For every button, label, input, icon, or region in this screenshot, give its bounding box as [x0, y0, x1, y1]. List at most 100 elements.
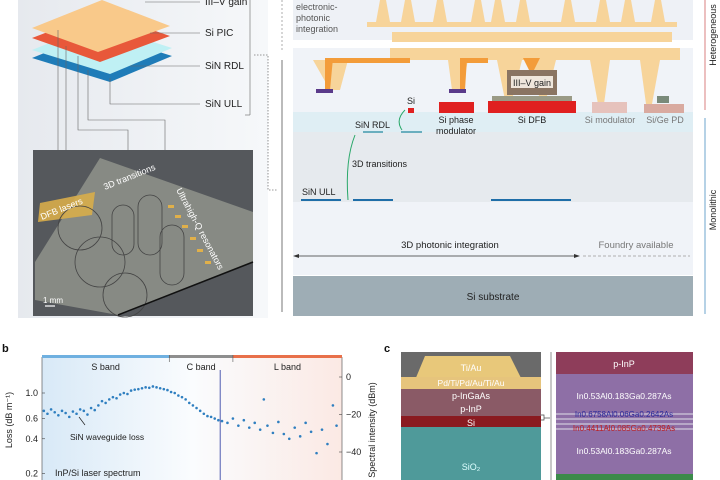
si-modulator: [592, 102, 627, 113]
data-point: [195, 406, 198, 410]
data-point: [158, 386, 162, 390]
data-point: [133, 388, 137, 391]
metal-interconnects: [313, 0, 680, 104]
data-point: [326, 442, 329, 446]
monolithic-label: Monolithic: [708, 189, 718, 230]
p-inp-label: p-InP: [460, 404, 482, 414]
y-right-tick-label: −20: [346, 410, 361, 420]
layer-gain: [32, 0, 170, 52]
panel-c: c Ti/Au Pd/Ti/Pd/Au/Ti/Au p-InGaAs p-InP…: [384, 343, 693, 480]
data-point: [213, 417, 217, 420]
data-point: [122, 391, 126, 395]
p-inp-layer: [401, 389, 541, 416]
data-point: [226, 421, 229, 425]
data-point: [331, 404, 335, 407]
data-point: [242, 418, 246, 422]
si-dfb: [488, 101, 576, 113]
band-label: C band: [187, 362, 216, 372]
data-point: [247, 426, 251, 429]
si-substrate: [293, 276, 693, 316]
data-point: [191, 404, 195, 407]
y-tick-label: 0.2: [25, 468, 38, 478]
data-point: [271, 431, 275, 435]
sin-ull-label: SiN ULL: [302, 187, 336, 197]
barrier-top-label: In0.53Al0.183Ga0.287As: [577, 391, 672, 401]
contact-pad: [449, 89, 466, 93]
data-point: [97, 404, 100, 407]
data-point: [309, 430, 313, 434]
y-axis-right-label: Spectral intensity (dBm): [367, 382, 377, 478]
zoom-bracket: [541, 414, 545, 421]
data-point: [126, 392, 129, 396]
si-label-c: Si: [467, 418, 475, 428]
data-point: [180, 395, 184, 399]
band-label: L band: [274, 362, 301, 372]
layer-label-sin-rdl: SiN RDL: [205, 61, 244, 72]
data-point: [67, 415, 71, 419]
data-point: [177, 394, 180, 397]
p-ingaas-label: p-InGaAs: [452, 391, 491, 401]
si-substrate-label: Si substrate: [467, 292, 520, 303]
quantum-well-lines: [556, 413, 693, 430]
data-point: [42, 409, 46, 413]
data-point: [64, 411, 67, 415]
arrowhead-icon: [293, 254, 299, 258]
band-label: S band: [91, 362, 120, 372]
data-point: [53, 410, 57, 414]
heterogeneous-label: Heterogeneous: [708, 4, 718, 66]
contact-pad: [316, 89, 333, 93]
p-inp-layer-zoom: [556, 352, 693, 374]
y-axis-label: Loss (dB m⁻¹): [4, 392, 14, 448]
data-point: [107, 398, 111, 401]
data-point: [155, 386, 158, 389]
data-point: [140, 386, 144, 390]
iii-v-gain-label: III–V gain: [513, 78, 551, 88]
laser-annotation: InP/Si laser spectrum: [55, 468, 141, 478]
data-point: [86, 413, 89, 416]
data-point: [304, 421, 307, 425]
epi-label-line2: photonic: [296, 13, 331, 23]
panel-c-label: c: [384, 343, 390, 355]
si-modulator-label: Si modulator: [585, 115, 636, 125]
band-bar: [42, 355, 170, 358]
annotation-arrow: [78, 416, 86, 426]
arrowhead-icon: [574, 254, 580, 258]
loss-annotation: SiN waveguide loss: [70, 432, 144, 442]
bonding-layer: [492, 96, 572, 101]
transition-arrow: [346, 134, 356, 201]
data-point: [184, 398, 187, 401]
si-ge-pd-label: Si/Ge PD: [646, 115, 684, 125]
sio2-label: SiO₂: [462, 462, 481, 472]
chip-photo: DFB lasers 3D transitions Ultrahigh-Q re…: [33, 150, 254, 318]
data-point: [262, 398, 266, 401]
ti-au-label: Ti/Au: [461, 363, 482, 373]
data-point: [293, 426, 297, 429]
data-point: [71, 410, 75, 413]
bottom-layer: [556, 474, 693, 480]
data-point: [118, 393, 122, 396]
data-point: [169, 390, 173, 394]
sin-rdl-label: SiN RDL: [355, 120, 390, 130]
data-point: [202, 412, 206, 416]
layer-label-si-pic: Si PIC: [205, 28, 233, 39]
phase-modulator-label-2: modulator: [436, 126, 476, 136]
data-point: [258, 428, 262, 431]
data-point: [137, 387, 140, 391]
si-waveguide: [408, 108, 414, 113]
data-point: [78, 408, 82, 411]
data-point: [49, 408, 53, 411]
barrier-bottom-label: In0.53Al0.183Ga0.287As: [577, 446, 672, 456]
data-point: [282, 432, 286, 436]
data-point: [237, 424, 240, 427]
data-point: [266, 424, 269, 427]
data-point: [320, 428, 324, 431]
integration-diagram: Si substrate electronic- photonic integr…: [281, 0, 718, 316]
data-point: [166, 388, 169, 392]
data-point: [162, 387, 166, 391]
panel-a: III–V gain Si PIC SiN RDL SiN ULL DFB la…: [18, 0, 278, 318]
data-point: [220, 419, 224, 423]
data-point: [93, 408, 97, 412]
layer-label-gain: III–V gain: [205, 0, 247, 8]
data-point: [298, 435, 302, 438]
data-point: [198, 409, 202, 413]
